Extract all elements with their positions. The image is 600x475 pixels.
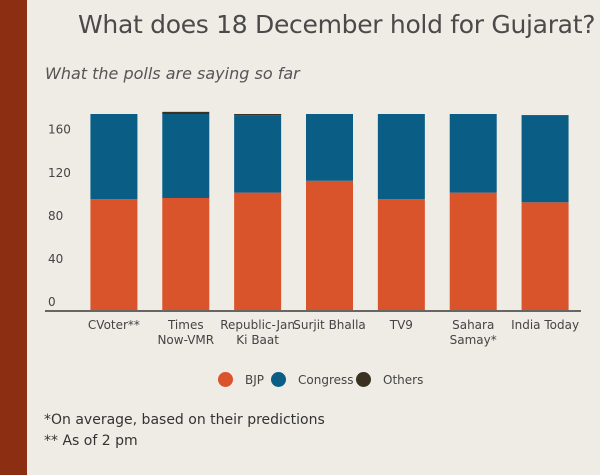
bar-segment-congress: [377, 114, 425, 200]
bar-segment-congress: [521, 115, 569, 203]
legend-item-bjp: BJP: [218, 372, 264, 387]
x-tick-label-line: Republic-Jan: [220, 318, 295, 332]
legend-item-congress: Congress: [271, 372, 354, 387]
bars: [90, 111, 569, 310]
bar-segment-bjp: [377, 199, 425, 310]
bar-segment-bjp: [306, 180, 353, 310]
legend: BJP Congress Others: [0, 372, 600, 396]
bar-segment-congress: [449, 114, 497, 193]
bar-segment-congress: [162, 114, 210, 198]
bar-segment-bjp: [449, 192, 497, 310]
x-tick-label-line: CVoter**: [88, 318, 140, 332]
x-tick-label-line: Now-VMR: [157, 333, 214, 347]
legend-swatch-bjp: [218, 372, 233, 387]
bar-segment-bjp: [162, 198, 210, 310]
legend-swatch-others: [356, 372, 371, 387]
y-tick-label: 160: [48, 123, 71, 137]
y-tick-label: 120: [48, 166, 71, 180]
legend-item-others: Others: [356, 372, 423, 387]
footnote-time: ** As of 2 pm: [44, 433, 138, 449]
bar-segment-bjp: [90, 199, 138, 310]
y-axis: 0 40 80 120 160: [48, 123, 71, 309]
x-tick-label-line: Times: [167, 318, 204, 332]
x-tick-label-line: TV9: [389, 318, 413, 332]
legend-label-bjp: BJP: [245, 372, 265, 387]
x-tick-label: Surjit Bhalla: [293, 318, 366, 332]
x-tick-label-line: India Today: [511, 318, 579, 332]
x-tick-label: India Today: [511, 318, 579, 332]
bar-segment-congress: [90, 114, 138, 200]
side-strip: [0, 0, 27, 475]
x-tick-label: Times Now-VMR: [157, 318, 214, 347]
x-tick-label: Republic-Jan Ki Baat: [220, 318, 295, 347]
x-tick-label-line: Surjit Bhalla: [293, 318, 366, 332]
y-tick-label: 80: [48, 209, 63, 223]
bar-segment-congress: [234, 115, 282, 193]
bar-segment-bjp: [521, 202, 569, 310]
bar-segment-bjp: [234, 192, 282, 310]
chart-title: What does 18 December hold for Gujarat?: [78, 10, 596, 39]
footnote-average: *On average, based on their predictions: [44, 412, 325, 428]
x-tick-label-line: Samay*: [450, 333, 497, 347]
bar-segment-congress: [306, 114, 353, 181]
bar-segment-others: [162, 111, 210, 114]
y-tick-label: 0: [48, 295, 56, 309]
x-tick-label-line: Sahara: [452, 318, 494, 332]
x-tick-label: TV9: [389, 318, 413, 332]
x-tick-label-line: Ki Baat: [236, 333, 279, 347]
x-tick-label: Sahara Samay*: [450, 318, 497, 347]
x-tick-label: CVoter**: [88, 318, 140, 332]
legend-label-others: Others: [383, 372, 424, 387]
legend-swatch-congress: [271, 372, 286, 387]
legend-label-congress: Congress: [298, 372, 354, 387]
y-tick-label: 40: [48, 252, 63, 266]
chart-subtitle: What the polls are saying so far: [45, 64, 300, 83]
bar-segment-others: [234, 114, 282, 116]
